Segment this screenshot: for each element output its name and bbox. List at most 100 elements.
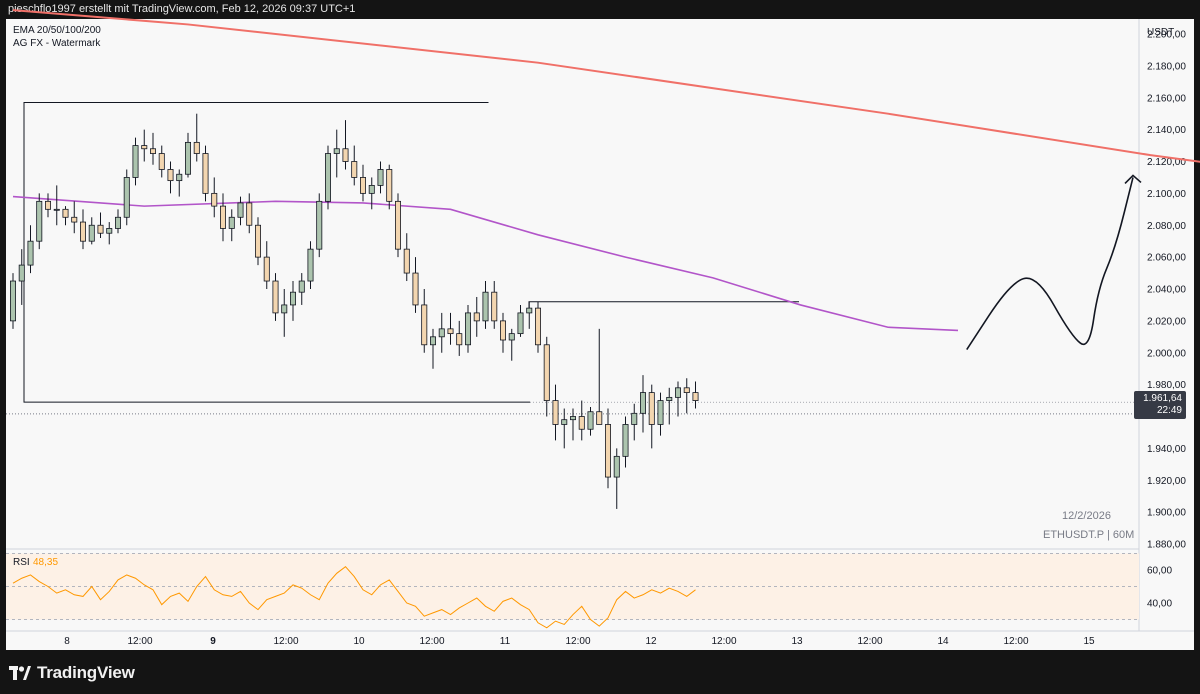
candle-up bbox=[631, 412, 638, 425]
candle-up bbox=[88, 224, 95, 242]
candle-up bbox=[482, 291, 489, 322]
candle-down bbox=[167, 169, 174, 182]
time-tick-label: 12:00 bbox=[1003, 636, 1028, 647]
candle-up bbox=[377, 169, 384, 186]
chart-frame[interactable] bbox=[6, 19, 1194, 650]
candle-up bbox=[289, 291, 296, 306]
candle-down bbox=[473, 312, 480, 322]
candle-up bbox=[666, 396, 673, 401]
indicator-legend-watermark[interactable]: AG FX - Watermark bbox=[13, 38, 101, 49]
time-tick-label: 11 bbox=[500, 636, 511, 647]
candle-up bbox=[123, 177, 130, 218]
price-tick-label: 1.920,00 bbox=[1147, 476, 1186, 487]
candle-up bbox=[657, 400, 664, 425]
candle-down bbox=[552, 400, 559, 425]
candle-up bbox=[333, 148, 340, 154]
time-tick-label: 12:00 bbox=[273, 636, 298, 647]
header-title: pieschflo1997 erstellt mit TradingView.c… bbox=[8, 3, 356, 15]
candle-up bbox=[237, 202, 244, 218]
time-tick-label: 12:00 bbox=[419, 636, 444, 647]
candle-down bbox=[648, 392, 655, 425]
candle-up bbox=[570, 416, 577, 421]
candle-up bbox=[508, 333, 515, 341]
candle-down bbox=[394, 200, 401, 250]
candle-up bbox=[587, 411, 594, 430]
candle-up bbox=[368, 185, 375, 194]
candle-down bbox=[412, 272, 419, 306]
time-tick-label: 12 bbox=[645, 636, 657, 647]
candle-up bbox=[132, 145, 139, 178]
candle-up bbox=[184, 141, 191, 175]
rsi-legend-value: 48,35 bbox=[33, 557, 59, 568]
projection-path bbox=[966, 177, 1134, 351]
candle-down bbox=[421, 304, 428, 346]
candle-up bbox=[517, 312, 524, 335]
tradingview-icon bbox=[9, 666, 31, 680]
candle-down bbox=[351, 161, 358, 178]
projection-arrowhead bbox=[1124, 174, 1142, 185]
candle-up bbox=[281, 304, 288, 314]
candle-up bbox=[464, 312, 471, 346]
tradingview-logo[interactable]: TradingView bbox=[9, 662, 135, 684]
price-tick-label: 1.940,00 bbox=[1147, 444, 1186, 455]
candle-down bbox=[342, 148, 349, 162]
candle-up bbox=[176, 173, 183, 182]
candle-down bbox=[692, 392, 699, 401]
time-tick-label: 14 bbox=[937, 636, 949, 647]
candle-down bbox=[45, 200, 52, 210]
time-tick-label: 15 bbox=[1083, 636, 1095, 647]
candle-up bbox=[526, 307, 533, 314]
candle-down bbox=[403, 248, 410, 274]
watermark-symbol: ETHUSDT.P | 60M bbox=[1043, 529, 1135, 541]
candle-up bbox=[298, 280, 305, 293]
candle-up bbox=[640, 392, 647, 414]
last-price-badge: 1.961,64 22:49 bbox=[1134, 391, 1186, 419]
price-tick-label: 2.140,00 bbox=[1147, 125, 1186, 136]
candle-up bbox=[429, 336, 436, 346]
candle-down bbox=[596, 411, 603, 425]
candle-down bbox=[499, 320, 506, 341]
candle-up bbox=[9, 280, 16, 322]
last-price-value: 1.961,64 bbox=[1143, 393, 1182, 404]
candle-down bbox=[543, 344, 550, 401]
price-tick-label: 2.180,00 bbox=[1147, 61, 1186, 72]
candle-up bbox=[18, 264, 25, 282]
candle-down bbox=[359, 177, 366, 194]
price-tick-label: 2.060,00 bbox=[1147, 253, 1186, 264]
candle-up bbox=[115, 216, 122, 229]
candle-down bbox=[71, 216, 78, 223]
price-tick-label: 2.120,00 bbox=[1147, 157, 1186, 168]
candle-down bbox=[605, 424, 612, 478]
rsi-legend-label[interactable]: RSI bbox=[13, 557, 30, 568]
time-tick-label: 12:00 bbox=[857, 636, 882, 647]
candle-down bbox=[202, 153, 209, 194]
time-tick-label: 9 bbox=[210, 636, 216, 647]
candle-up bbox=[307, 248, 314, 282]
candle-up bbox=[106, 228, 113, 234]
candle-up bbox=[675, 387, 682, 398]
candle-down bbox=[141, 145, 148, 150]
candle-down bbox=[491, 291, 498, 322]
candle-down bbox=[246, 202, 253, 226]
candle-down bbox=[193, 141, 200, 154]
price-tick-label: 2.040,00 bbox=[1147, 285, 1186, 296]
candle-up bbox=[27, 240, 34, 266]
price-tick-label: 2.100,00 bbox=[1147, 189, 1186, 200]
resistance-line bbox=[528, 301, 799, 310]
candle-down bbox=[447, 328, 454, 335]
candle-up bbox=[622, 424, 629, 457]
footer-bar bbox=[0, 650, 1200, 694]
candle-down bbox=[149, 148, 156, 154]
candle-up bbox=[228, 216, 235, 229]
candle-down bbox=[456, 333, 463, 346]
currency-label: USDT bbox=[1147, 27, 1175, 38]
candle-up bbox=[53, 208, 60, 211]
candle-down bbox=[683, 387, 690, 393]
price-tick-label: 2.200,00 bbox=[1147, 30, 1186, 41]
candle-down bbox=[219, 205, 226, 229]
price-tick-label: 1.900,00 bbox=[1147, 508, 1186, 519]
indicator-legend-ema[interactable]: EMA 20/50/100/200 bbox=[13, 25, 101, 36]
candle-down bbox=[263, 256, 270, 282]
header-bar: pieschflo1997 erstellt mit TradingView.c… bbox=[0, 0, 1200, 19]
